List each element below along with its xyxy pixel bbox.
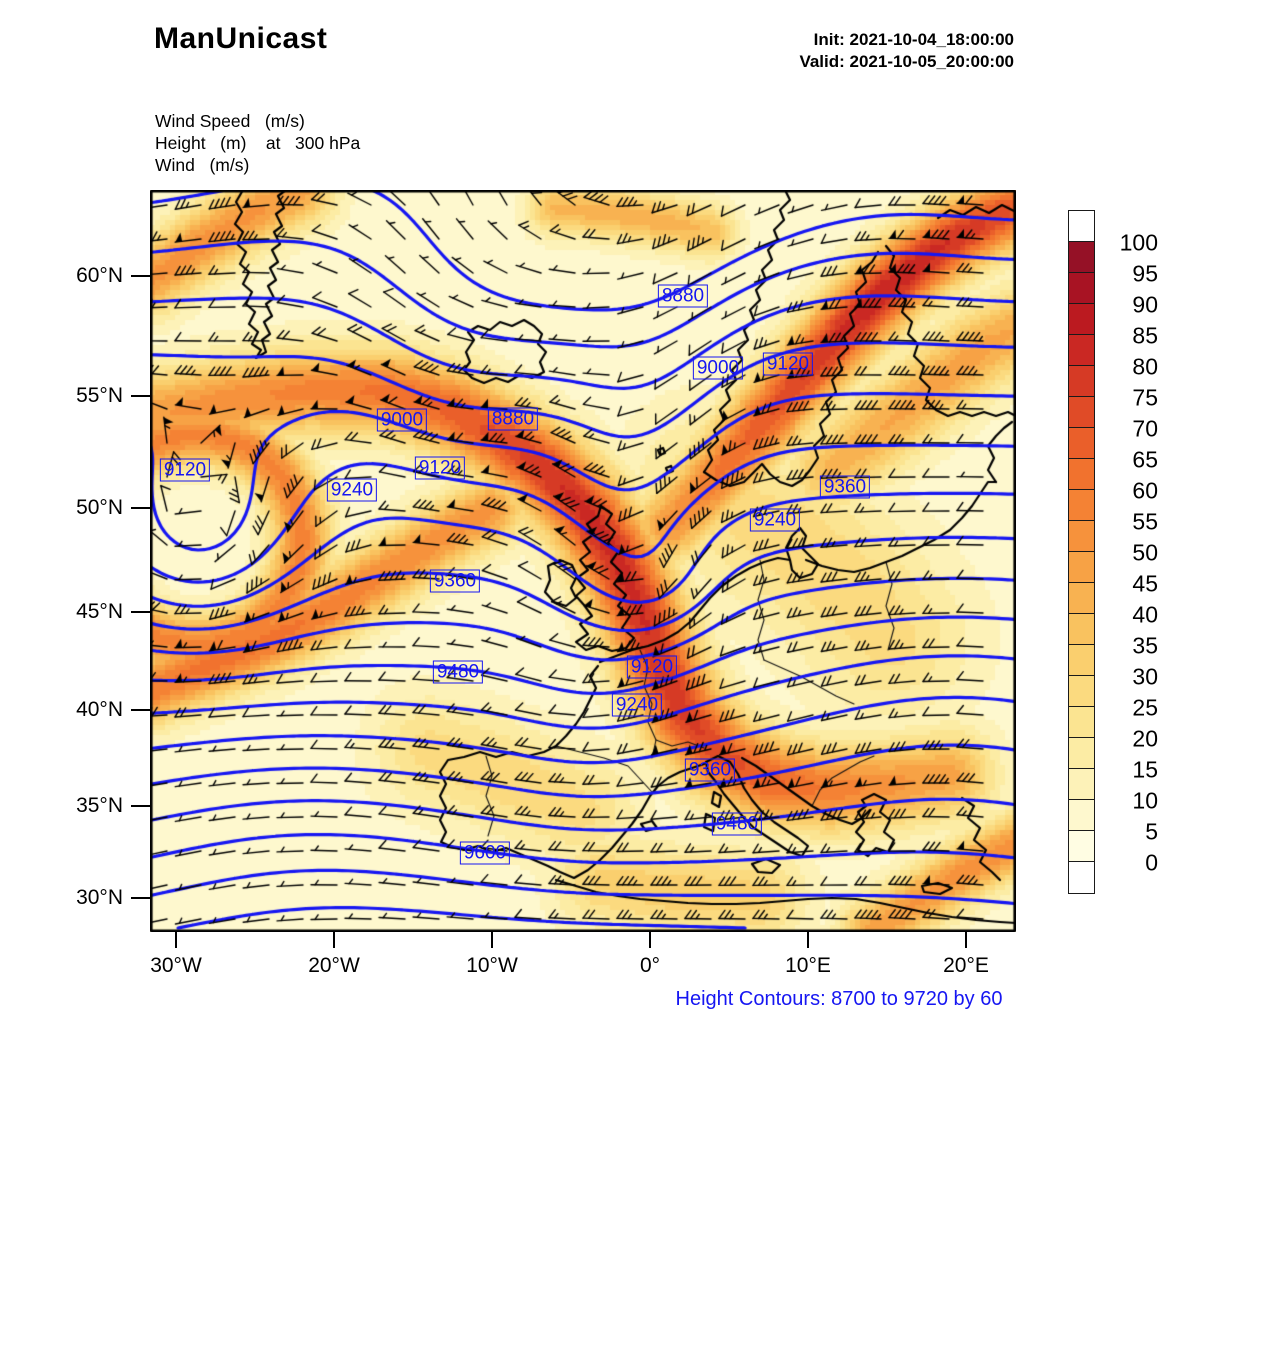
lat-tick [131,804,150,808]
lon-tick [964,932,968,948]
contour-label: 9240 [326,478,378,502]
lat-tick [131,506,150,510]
colorbar-label: 55 [1132,508,1158,535]
lon-tick [490,932,494,948]
colorbar-cell [1069,211,1094,242]
lat-tick [131,708,150,712]
contour-label: 9000 [376,408,428,432]
contour-label: 9240 [611,693,663,717]
lat-tick [131,274,150,278]
colorbar-cell [1069,335,1094,366]
lat-label: 40°N [76,698,123,721]
colorbar-label: 0 [1145,849,1158,876]
contour-label: 9120 [762,352,814,376]
colorbar-cell [1069,552,1094,583]
contour-label: 9360 [684,758,736,782]
contour-label: 9480 [432,660,484,684]
param-wind: Wind (m/s) [155,155,250,175]
colorbar-cell [1069,831,1094,862]
colorbar-label: 90 [1132,291,1158,318]
colorbar-label: 95 [1132,260,1158,287]
colorbar-cell [1069,583,1094,614]
lon-label: 0° [639,954,661,977]
contour-label: 9600 [459,841,511,865]
lat-label: 45°N [76,600,123,623]
lon-label: 10°E [785,954,831,977]
colorbar-cell [1069,397,1094,428]
lat-label: 35°N [76,794,123,817]
contour-label: 9120 [159,458,211,482]
lon-tick [806,932,810,948]
contour-label: 9240 [749,508,801,532]
lat-label: 30°N [76,886,123,909]
colorbar-label: 85 [1132,322,1158,349]
colorbar-cell [1069,862,1094,893]
lon-tick [332,932,336,948]
colorbar-cell [1069,707,1094,738]
page-title: ManUnicast [154,22,328,55]
init-time: Init: 2021-10-04_18:00:00 [813,30,1014,49]
contour-label: 9480 [711,812,763,836]
colorbar-cell [1069,676,1094,707]
lat-tick [131,896,150,900]
param-height: Height (m) at 300 hPa [155,133,361,153]
colorbar-cell [1069,738,1094,769]
colorbar-label: 70 [1132,415,1158,442]
colorbar-cell [1069,614,1094,645]
colorbar-cell [1069,366,1094,397]
map-area [150,190,1016,932]
lon-label: 30°W [150,954,202,977]
lon-label: 20°W [308,954,360,977]
lat-tick [131,394,150,398]
colorbar-label: 10 [1132,787,1158,814]
colorbar-cell [1069,242,1094,273]
colorbar-label: 80 [1132,353,1158,380]
colorbar-label: 25 [1132,694,1158,721]
lon-label: 20°E [943,954,989,977]
height-contours-caption: Height Contours: 8700 to 9720 by 60 [675,988,1003,1010]
contour-label: 9120 [414,456,466,480]
colorbar-cell [1069,769,1094,800]
colorbar-label: 60 [1132,477,1158,504]
colorbar-label: 20 [1132,725,1158,752]
contour-label: 8880 [657,284,709,308]
lat-label: 55°N [76,384,123,407]
colorbar-label: 45 [1132,570,1158,597]
colorbar [1068,210,1095,894]
colorbar-cell [1069,304,1094,335]
parameter-labels: Wind Speed (m/s) Height (m) at 300 hPa Win… [155,110,360,176]
colorbar-cell [1069,521,1094,552]
valid-time: Valid: 2021-10-05_20:00:00 [799,52,1014,71]
colorbar-label: 30 [1132,663,1158,690]
map-canvas [150,190,1016,932]
lat-label: 60°N [76,264,123,287]
colorbar-label: 100 [1119,229,1158,256]
lon-label: 10°W [466,954,518,977]
colorbar-cell [1069,645,1094,676]
colorbar-label: 75 [1132,384,1158,411]
lat-tick [131,610,150,614]
colorbar-label: 35 [1132,632,1158,659]
colorbar-cell [1069,428,1094,459]
colorbar-label: 5 [1145,818,1158,845]
colorbar-label: 65 [1132,446,1158,473]
colorbar-cell [1069,800,1094,831]
colorbar-cell [1069,490,1094,521]
lon-tick [648,932,652,948]
colorbar-cell [1069,273,1094,304]
colorbar-label: 50 [1132,539,1158,566]
contour-label: 9120 [626,655,678,679]
colorbar-cell [1069,459,1094,490]
colorbar-label: 15 [1132,756,1158,783]
lat-label: 50°N [76,496,123,519]
contour-label: 9000 [692,356,744,380]
lon-tick [174,932,178,948]
contour-label: 9360 [429,569,481,593]
param-wind-speed: Wind Speed (m/s) [155,111,305,131]
contour-label: 8880 [487,407,539,431]
colorbar-label: 40 [1132,601,1158,628]
contour-label: 9360 [819,475,871,499]
